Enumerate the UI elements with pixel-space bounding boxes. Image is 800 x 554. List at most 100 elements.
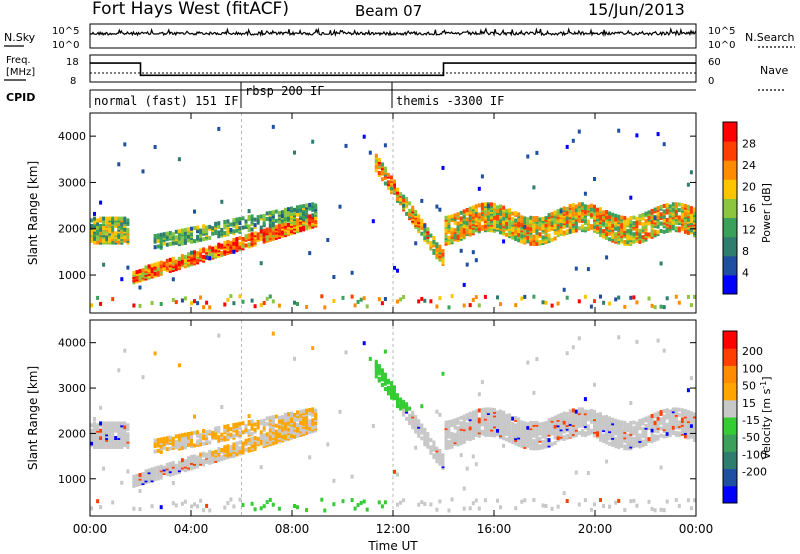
velocity-label-sup: -1 [759, 381, 768, 389]
cpid-label: CPID [6, 91, 35, 104]
power-cell [468, 206, 472, 211]
power-cell [589, 203, 593, 208]
velocity-cell [420, 427, 424, 432]
power-cell [583, 191, 587, 196]
power-cell [505, 212, 509, 217]
power-cell [241, 244, 245, 249]
power-cell [156, 261, 160, 266]
power-cell [150, 301, 154, 305]
velocity-cell [193, 430, 196, 435]
freq-tick-bottom: 8 [70, 76, 76, 87]
velocity-cell [405, 416, 409, 421]
velocity-cell [165, 436, 169, 441]
velocity-cell [617, 498, 621, 503]
velocity-cell [102, 421, 106, 426]
velocity-cell [277, 428, 281, 433]
power-cell [262, 217, 266, 222]
velocity-cell [450, 435, 454, 440]
velocity-cell [96, 499, 100, 504]
power-cell [383, 297, 387, 301]
velocity-cell [474, 422, 478, 427]
velocity-cell [356, 503, 360, 508]
power-cell [259, 214, 263, 219]
velocity-cell [365, 507, 369, 512]
velocity-cell [223, 424, 227, 429]
velocity-cell [477, 417, 481, 422]
velocity-cell [532, 421, 536, 425]
power-cell [235, 242, 239, 247]
velocity-cell [538, 422, 542, 427]
velocity-cell [693, 498, 696, 503]
cpid-segment-3: themis -3300 IF [396, 94, 504, 108]
power-cell [462, 233, 466, 238]
velocity-cell [671, 412, 675, 417]
power-cell [535, 216, 539, 220]
power-cell [150, 263, 154, 268]
velocity-cell [496, 414, 499, 419]
power-cell [526, 220, 530, 225]
velocity-cell [380, 375, 384, 380]
power-cell [653, 216, 657, 221]
power-cell [553, 230, 557, 235]
power-cell [683, 218, 687, 223]
velocity-cell [232, 433, 236, 438]
velocity-cell [96, 423, 100, 428]
velocity-cell [250, 432, 254, 437]
power-cell [244, 234, 248, 239]
power-cell [532, 294, 536, 299]
velocity-cell [596, 430, 599, 435]
x-tick-label: 08:00 [275, 522, 310, 536]
power-cell [117, 162, 121, 167]
power-cell [386, 185, 390, 190]
velocity-cell [156, 448, 160, 453]
power-cell [574, 228, 578, 233]
velocity-cell [602, 433, 606, 438]
power-cell [453, 228, 457, 233]
power-cell [314, 203, 318, 208]
velocity-cell [547, 418, 551, 423]
power-cell [686, 182, 690, 187]
power-cell [617, 214, 621, 219]
power-cell [250, 298, 254, 303]
power-cell [402, 203, 406, 208]
velocity-cell [171, 461, 175, 465]
velocity-cell [138, 473, 142, 477]
velocity-cell [217, 333, 221, 338]
power-cell [602, 229, 606, 233]
velocity-cell [159, 471, 163, 476]
power-cell [438, 248, 442, 253]
velocity-cell [99, 432, 103, 437]
velocity-cell [505, 417, 509, 422]
velocity-cell [220, 455, 224, 460]
velocity-cell [483, 414, 487, 419]
velocity-cell [656, 429, 660, 434]
velocity-cell [283, 426, 287, 431]
power-cell [623, 215, 627, 220]
power-cell [423, 236, 427, 240]
colorbar-swatch [723, 451, 737, 470]
power-cell [296, 227, 299, 232]
velocity-cell [556, 504, 560, 509]
velocity-cell [190, 464, 193, 469]
power-cell [420, 198, 424, 203]
velocity-cell [253, 507, 257, 512]
power-cell [644, 219, 648, 223]
power-cell [114, 216, 118, 221]
power-cell [659, 261, 663, 266]
power-cell [496, 205, 499, 210]
velocity-cell [308, 419, 312, 424]
power-cell [550, 221, 554, 226]
power-cell [508, 230, 512, 235]
velocity-cell [644, 423, 648, 428]
power-cell [617, 295, 621, 300]
power-cell [520, 296, 524, 301]
colorbar-swatch [723, 122, 737, 142]
velocity-cell [123, 421, 127, 426]
velocity-cell [526, 443, 530, 448]
velocity-cell [650, 428, 654, 433]
velocity-cell [662, 409, 666, 413]
power-cell [480, 224, 484, 229]
power-cell [486, 217, 490, 221]
velocity-cell [238, 421, 242, 426]
velocity-cell [490, 407, 493, 412]
